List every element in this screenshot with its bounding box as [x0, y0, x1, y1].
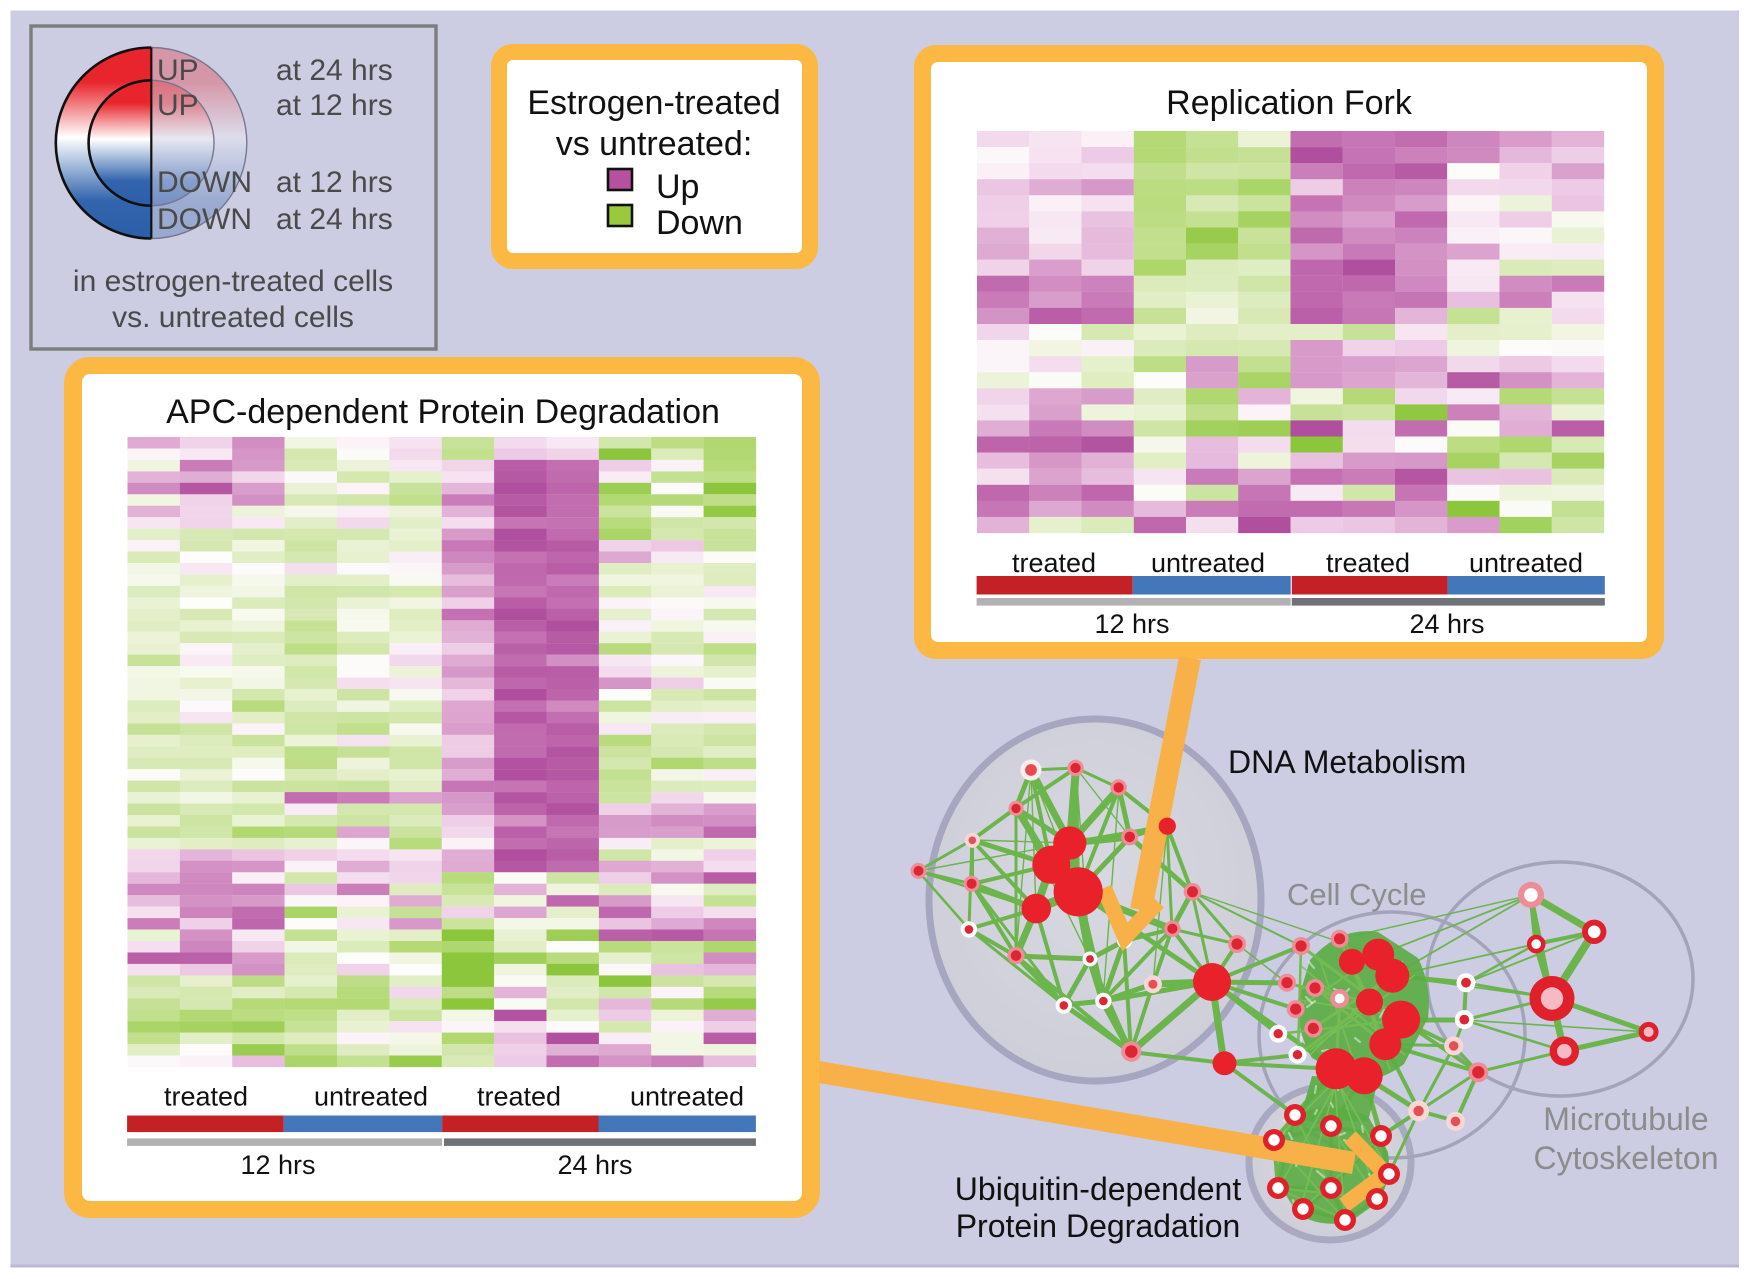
svg-text:12 hrs: 12 hrs: [240, 1150, 315, 1180]
svg-text:at 12 hrs: at 12 hrs: [276, 89, 393, 122]
svg-text:DNA Metabolism: DNA Metabolism: [1228, 744, 1466, 780]
svg-text:APC-dependent Protein Degradat: APC-dependent Protein Degradation: [166, 393, 720, 431]
svg-text:UP: UP: [157, 89, 199, 122]
svg-text:Estrogen-treated: Estrogen-treated: [527, 84, 780, 122]
svg-text:untreated: untreated: [1151, 548, 1265, 578]
svg-text:DOWN: DOWN: [157, 166, 252, 199]
svg-text:Cytoskeleton: Cytoskeleton: [1534, 1140, 1719, 1176]
svg-text:treated: treated: [1326, 548, 1410, 578]
svg-text:24 hrs: 24 hrs: [1409, 609, 1484, 639]
svg-text:untreated: untreated: [314, 1082, 428, 1112]
svg-text:vs untreated:: vs untreated:: [556, 125, 753, 163]
svg-text:Down: Down: [656, 204, 743, 242]
svg-text:at 12 hrs: at 12 hrs: [276, 166, 393, 199]
svg-text:24 hrs: 24 hrs: [557, 1150, 632, 1180]
svg-text:Cell Cycle: Cell Cycle: [1287, 877, 1427, 912]
svg-text:Microtubule: Microtubule: [1543, 1101, 1708, 1137]
svg-text:vs. untreated cells: vs. untreated cells: [112, 301, 354, 334]
svg-text:Ubiquitin-dependent: Ubiquitin-dependent: [955, 1171, 1242, 1207]
svg-text:UP: UP: [157, 54, 199, 87]
svg-text:in estrogen-treated cells: in estrogen-treated cells: [73, 265, 393, 298]
svg-text:treated: treated: [1012, 548, 1096, 578]
svg-text:at 24 hrs: at 24 hrs: [276, 54, 393, 87]
svg-text:treated: treated: [164, 1082, 248, 1112]
svg-text:12 hrs: 12 hrs: [1094, 609, 1169, 639]
svg-text:treated: treated: [477, 1082, 561, 1112]
svg-text:at 24 hrs: at 24 hrs: [276, 203, 393, 236]
svg-text:Protein Degradation: Protein Degradation: [956, 1208, 1241, 1244]
svg-text:DOWN: DOWN: [157, 203, 252, 236]
svg-text:untreated: untreated: [630, 1082, 744, 1112]
svg-text:Up: Up: [656, 168, 699, 206]
svg-text:untreated: untreated: [1469, 548, 1583, 578]
svg-text:Replication Fork: Replication Fork: [1166, 84, 1413, 122]
